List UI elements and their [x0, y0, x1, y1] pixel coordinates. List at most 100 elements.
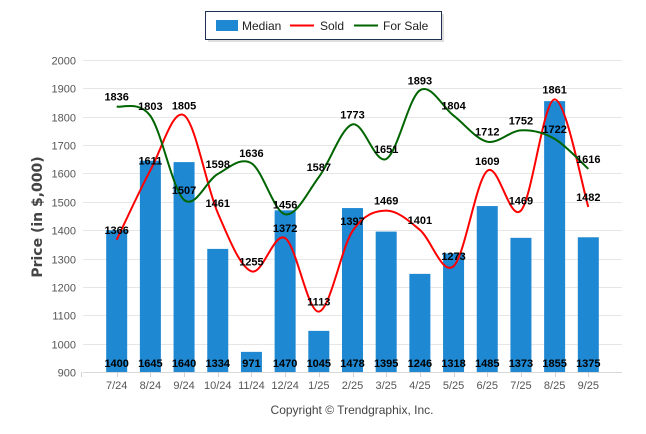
y-tick-label: 1700	[52, 141, 76, 153]
for-sale-data-label: 1712	[475, 127, 499, 139]
median-bar	[544, 101, 566, 373]
sold-data-label: 1469	[374, 196, 398, 208]
sold-data-label: 1366	[104, 225, 128, 237]
for-sale-data-label: 1456	[273, 199, 297, 211]
for-sale-line	[116, 88, 589, 216]
y-tick-label: 1000	[52, 340, 76, 352]
median-bar	[207, 248, 229, 372]
line-data-labels: 1366 1611 1805 1461 1255 1372 1113 1397 1469 1401…	[104, 75, 600, 308]
median-data-label: 1334	[206, 358, 231, 370]
series-lines	[115, 88, 590, 313]
median-bar	[106, 230, 128, 372]
median-data-label: 1855	[542, 358, 566, 370]
for-sale-data-label: 1616	[576, 154, 600, 166]
for-sale-data-label: 1507	[172, 185, 196, 197]
sold-data-label: 1401	[408, 215, 432, 227]
y-axis-label: Price (in $,000)	[30, 156, 46, 277]
for-sale-data-label: 1893	[408, 75, 432, 87]
y-tick-label: 1600	[52, 169, 76, 181]
y-tick-label: 1800	[52, 113, 76, 125]
x-tick-label: 2/25	[342, 380, 363, 392]
legend: Median Sold For Sale	[205, 11, 444, 42]
x-tick-label: 4/25	[409, 380, 430, 392]
median-bar	[476, 206, 498, 372]
legend-item-median: Median	[216, 19, 281, 33]
sold-data-label: 1482	[576, 192, 600, 204]
median-data-label: 1246	[408, 358, 432, 370]
x-tick-label: 10/24	[204, 380, 232, 392]
for-sale-data-label: 1752	[509, 115, 533, 127]
for-sale-data-label: 1804	[441, 101, 466, 113]
legend-box	[205, 11, 442, 40]
legend-swatch-median	[216, 20, 238, 31]
median-bar	[409, 273, 431, 372]
y-tick-label: 1300	[52, 255, 76, 267]
x-tick-label: 8/25	[544, 380, 565, 392]
y-tick-label: 1900	[52, 84, 76, 96]
x-tick-label: 6/25	[477, 380, 498, 392]
y-tick-label: 900	[58, 368, 76, 380]
median-bar	[375, 231, 397, 372]
sold-data-label: 1469	[509, 196, 533, 208]
sold-data-label: 1611	[138, 155, 162, 167]
x-tick-label: 5/25	[443, 380, 464, 392]
sold-data-label: 1255	[239, 256, 263, 268]
median-bars	[106, 101, 599, 373]
y-tick-label: 1100	[52, 311, 76, 323]
x-tick-label: 9/25	[578, 380, 599, 392]
median-bar	[443, 253, 465, 372]
x-tick-label: 9/24	[173, 380, 194, 392]
median-data-label: 1375	[576, 358, 600, 370]
median-data-label: 1395	[374, 358, 398, 370]
for-sale-data-label: 1587	[307, 162, 331, 174]
y-axis-ticks: 900 1000 1100 1200 1300 1400 1500 1600 1700 1800 1…	[52, 56, 76, 380]
x-tick-label: 3/25	[375, 380, 396, 392]
y-tick-label: 1200	[52, 283, 76, 295]
x-tick-label: 12/24	[271, 380, 299, 392]
sold-data-label: 1609	[475, 156, 499, 168]
legend-item-for-sale: For Sale	[354, 19, 429, 33]
sold-data-label: 1113	[307, 297, 330, 309]
sold-data-label: 1372	[273, 223, 297, 235]
median-data-labels: 1400 1645 1640 1334 971 1470 1045 1478 1395 1246 1…	[104, 358, 600, 370]
median-data-label: 1318	[441, 358, 465, 370]
copyright-text: Copyright © Trendgraphix, Inc.	[271, 403, 434, 417]
median-bar	[308, 330, 330, 372]
median-data-label: 971	[242, 358, 260, 370]
median-bar	[274, 210, 296, 372]
y-tick-label: 1500	[52, 198, 76, 210]
x-axis: 7/24 8/24 9/24 10/24 11/24 12/24 1/25 2/25 3/25 4…	[81, 372, 622, 392]
median-bar	[577, 237, 599, 372]
legend-label-sold: Sold	[320, 19, 344, 33]
sold-line	[115, 98, 590, 313]
sold-data-label: 1861	[542, 84, 566, 96]
median-data-label: 1470	[273, 358, 297, 370]
x-tick-label: 8/24	[140, 380, 161, 392]
legend-item-sold: Sold	[290, 19, 344, 33]
median-data-label: 1400	[104, 358, 128, 370]
median-bar	[342, 208, 363, 372]
for-sale-data-label: 1651	[374, 144, 398, 156]
y-tick-label: 1400	[52, 226, 76, 238]
median-bar	[240, 351, 262, 372]
median-bar	[173, 162, 195, 372]
legend-label-median: Median	[242, 19, 281, 33]
sold-data-label: 1273	[441, 251, 465, 263]
for-sale-data-label: 1722	[542, 124, 566, 136]
median-data-label: 1485	[475, 358, 499, 370]
x-tick-label: 1/25	[308, 380, 329, 392]
for-sale-data-label: 1836	[104, 92, 128, 104]
for-sale-data-label: 1598	[206, 159, 230, 171]
sold-data-label: 1461	[206, 198, 230, 210]
median-data-label: 1645	[138, 358, 162, 370]
x-tick-label: 11/24	[238, 380, 265, 392]
median-bar	[510, 237, 532, 372]
median-data-label: 1478	[340, 358, 364, 370]
median-data-label: 1640	[172, 358, 196, 370]
sold-data-label: 1805	[172, 100, 196, 112]
legend-label-for-sale: For Sale	[383, 19, 429, 33]
median-data-label: 1045	[307, 358, 331, 370]
median-bar	[139, 160, 161, 372]
for-sale-data-label: 1773	[340, 109, 364, 121]
